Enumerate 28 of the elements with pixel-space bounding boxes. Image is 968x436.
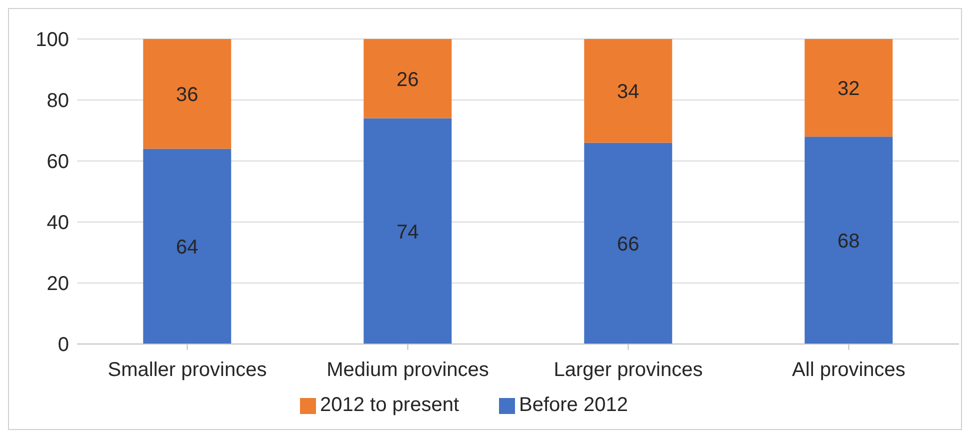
bar [364,118,452,344]
bar [584,142,672,344]
y-tick-label: 0 [58,334,69,356]
y-tick-label: 100 [36,29,69,52]
data-label: 36 [176,84,198,106]
data-label: 66 [617,233,640,256]
data-label: 26 [396,68,419,91]
data-label: 34 [617,80,640,103]
x-tick-label: All provinces [792,359,906,382]
data-label: 32 [838,78,860,100]
data-label: 74 [396,221,419,244]
data-label: 64 [176,236,198,258]
data-label: 68 [838,230,860,252]
bar [584,39,672,143]
legend-label: Before 2012 [519,394,628,416]
bar [364,39,452,118]
x-tick-label: Medium provinces [326,359,489,382]
bar [143,39,232,149]
bar [804,136,893,344]
x-tick-label: Smaller provinces [108,359,267,382]
y-tick-label: 60 [46,151,69,174]
y-tick-label: 20 [46,273,69,296]
bar [143,148,232,344]
legend-label: 2012 to present [320,394,459,416]
y-tick-label: 40 [46,212,69,234]
bar [804,39,893,137]
x-tick-label: Larger provinces [554,359,703,382]
y-tick-label: 80 [46,90,69,112]
